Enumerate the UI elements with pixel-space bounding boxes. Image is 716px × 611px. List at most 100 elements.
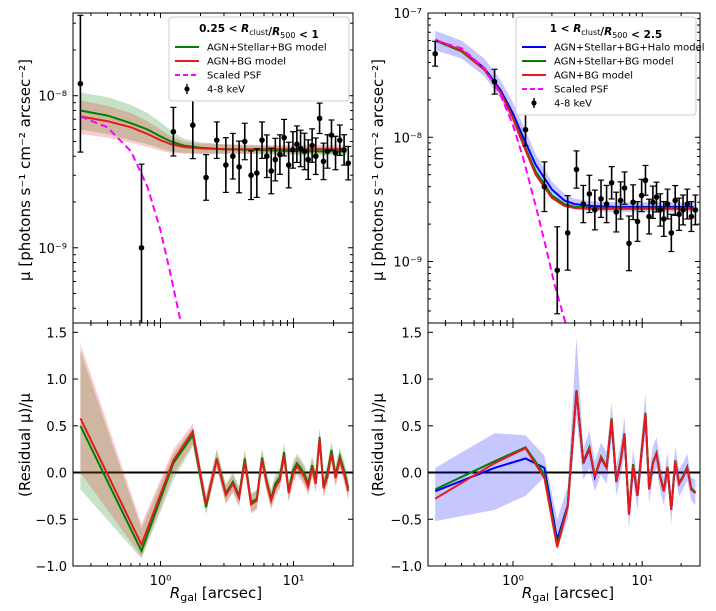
left-bottom-frame: [72, 322, 354, 567]
x-tick-label: 10⁰: [150, 574, 172, 589]
data-point: [586, 191, 593, 197]
left-top-legend: 0.25 < Rclust/R500 < 1 AGN+Stellar+BG mod…: [168, 16, 350, 102]
data-point: [608, 179, 615, 186]
right-xlabel: Rgal [arcsec]: [522, 584, 614, 604]
right-bottom-panel: 10⁰ 10¹ −1.0 −0.5 0.0 0.5 1.0 1.5: [390, 322, 701, 589]
data-point: [672, 197, 679, 204]
left-bottom-band-1: [80, 343, 349, 557]
data-point: [290, 147, 296, 153]
data-point: [264, 153, 270, 160]
data-point: [603, 201, 610, 207]
data-point: [324, 148, 331, 155]
y-tick-label: −0.5: [35, 513, 67, 528]
data-point: [285, 162, 292, 168]
data-point: [592, 207, 598, 213]
legend-entry: Scaled PSF: [207, 71, 262, 82]
right-bottom-series-line-2: [434, 391, 697, 548]
left-bottom-plot-area: [73, 343, 353, 559]
y-tick-label: 0.5: [401, 420, 422, 435]
data-point: [203, 174, 209, 181]
y-tick-label: 10⁻⁸: [38, 90, 67, 105]
right-top-series-line-3: [434, 39, 567, 323]
legend-marker: [531, 100, 537, 106]
right-top-legend: 1 < Rclust/R500 < 2.5 AGN+Stellar+BG+Halo…: [515, 16, 705, 116]
right-bottom-frame: [427, 322, 701, 567]
data-point: [236, 164, 242, 170]
left-xlabel: Rgal [arcsec]: [170, 584, 262, 604]
legend-entry: AGN+BG model: [207, 57, 286, 68]
y-tick-label: 0.0: [46, 467, 67, 482]
data-point: [573, 166, 580, 173]
data-point: [297, 145, 304, 152]
data-point: [268, 168, 275, 174]
data-point: [634, 218, 641, 225]
y-tick-label: 1.0: [401, 373, 422, 388]
y-tick-label: 10⁻⁹: [393, 256, 422, 271]
y-tick-label: 10⁻⁸: [393, 131, 422, 146]
y-tick-label: −0.5: [390, 513, 422, 528]
data-point: [664, 201, 671, 207]
y-tick-label: 1.0: [46, 373, 67, 388]
data-point: [684, 201, 691, 207]
legend-entry: 4-8 keV: [554, 99, 592, 110]
data-point: [676, 211, 682, 218]
y-tick-label: 0.5: [46, 420, 67, 435]
right-bottom-ylabel: (Residual μ)/μ: [369, 393, 387, 497]
data-point: [564, 230, 571, 236]
data-point: [223, 162, 229, 168]
data-point: [653, 194, 660, 200]
data-point: [294, 141, 300, 147]
data-point: [522, 126, 529, 133]
left-top-ylabel: μ [photons s⁻¹ cm⁻² arcsec⁻²]: [16, 59, 34, 281]
legend-marker: [184, 86, 190, 92]
data-point: [432, 50, 438, 57]
right-top-ylabel: μ [photons s⁻¹ cm⁻² arcsec⁻²]: [369, 59, 387, 281]
data-point: [638, 192, 645, 199]
data-point: [312, 153, 319, 160]
legend-entry: Scaled PSF: [554, 85, 609, 96]
right-top-panel: 10⁻⁹ 10⁻⁸ 10⁻⁷ 1 < Rclust/R500 < 2.5 AGN+Ste…: [393, 7, 705, 324]
data-point: [661, 216, 667, 222]
data-point: [580, 201, 587, 207]
data-point: [254, 170, 260, 176]
data-point: [281, 134, 287, 141]
y-tick-label: 10⁻⁹: [38, 242, 67, 257]
y-tick-label: 1.5: [401, 326, 422, 341]
data-point: [320, 158, 327, 165]
data-point: [248, 172, 254, 179]
y-tick-label: 0.0: [401, 467, 422, 482]
legend-entry: AGN+BG model: [554, 71, 633, 82]
right-bottom-plot-area: [428, 337, 700, 550]
data-point: [241, 138, 248, 145]
data-point: [332, 150, 339, 156]
data-point: [328, 132, 335, 138]
data-point: [316, 115, 323, 122]
data-point: [650, 199, 656, 206]
data-point: [170, 128, 177, 135]
left-top-series-line-2: [80, 115, 182, 323]
left-bottom-series-line-1: [79, 417, 350, 548]
legend-entry: AGN+Stellar+BG model: [207, 43, 327, 54]
data-point: [213, 137, 220, 143]
left-bottom-panel: 10⁰ 10¹ −1.0 −0.5 0.0 0.5 1.0 1.5: [35, 322, 354, 589]
data-point: [630, 199, 636, 206]
y-tick-label: 10⁻⁷: [393, 7, 422, 22]
data-point: [272, 156, 279, 163]
y-tick-label: 1.5: [46, 326, 67, 341]
y-tick-label: −1.0: [35, 560, 67, 575]
data-point: [554, 267, 561, 274]
data-point: [230, 153, 236, 160]
data-point: [337, 137, 343, 143]
data-point: [692, 207, 699, 213]
legend-entry: AGN+Stellar+BG+Halo model: [554, 43, 705, 54]
left-top-plot-area: [77, 14, 352, 323]
data-point: [309, 142, 315, 149]
data-point: [617, 197, 624, 204]
data-point: [77, 80, 84, 87]
data-point: [642, 177, 649, 184]
legend-box: [168, 16, 350, 102]
data-point: [668, 230, 675, 236]
data-point: [657, 207, 664, 213]
x-tick-label: 10⁰: [502, 574, 524, 589]
